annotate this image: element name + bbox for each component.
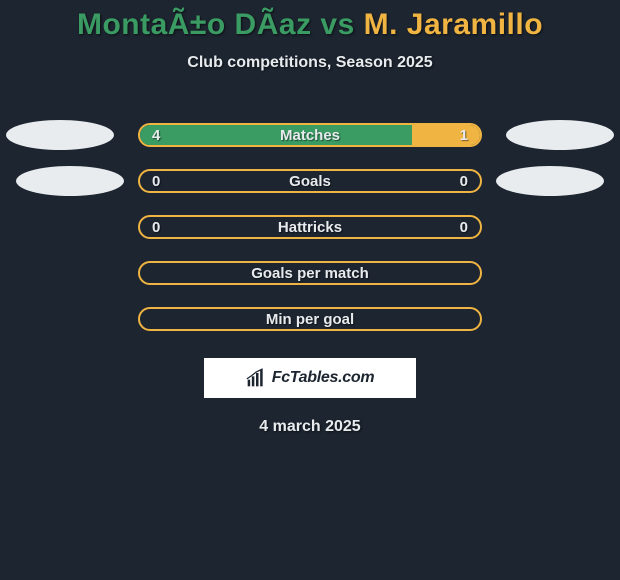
player1-name: MontaÃ±o DÃ­az	[77, 8, 312, 41]
player2-name: M. Jaramillo	[364, 8, 543, 41]
badge-text: FcTables.com	[272, 369, 375, 387]
player1-mark	[6, 120, 114, 150]
player2-mark	[496, 166, 604, 196]
value-player1: 4	[152, 127, 160, 144]
stat-bar: Min per goal	[138, 307, 482, 331]
fill-player2	[412, 125, 480, 145]
stat-label: Goals per match	[251, 265, 369, 282]
stat-bar: 0 0 Hattricks	[138, 215, 482, 239]
stat-label: Goals	[289, 173, 331, 190]
stat-row: Goals per match	[0, 250, 620, 296]
stat-row: 0 0 Goals	[0, 158, 620, 204]
stat-row: 0 0 Hattricks	[0, 204, 620, 250]
stat-rows: 4 1 Matches 0 0 Goals 0 0 Hattricks Goals per mat…	[0, 112, 620, 342]
stat-label: Matches	[280, 127, 340, 144]
chart-icon	[246, 368, 266, 388]
subtitle: Club competitions, Season 2025	[0, 54, 620, 72]
stat-row: 4 1 Matches	[0, 112, 620, 158]
player2-mark	[506, 120, 614, 150]
stat-bar: 4 1 Matches	[138, 123, 482, 147]
stat-label: Hattricks	[278, 219, 342, 236]
date-text: 4 march 2025	[0, 418, 620, 436]
comparison-widget: MontaÃ±o DÃ­az vs M. Jaramillo Club comp…	[0, 0, 620, 580]
stat-bar: 0 0 Goals	[138, 169, 482, 193]
fill-player1	[140, 125, 412, 145]
value-player1: 0	[152, 173, 160, 190]
player1-mark	[16, 166, 124, 196]
stat-row: Min per goal	[0, 296, 620, 342]
page-title: MontaÃ±o DÃ­az vs M. Jaramillo	[0, 8, 620, 42]
value-player2: 0	[460, 219, 468, 236]
stat-label: Min per goal	[266, 311, 354, 328]
vs-text: vs	[320, 8, 354, 41]
value-player2: 0	[460, 173, 468, 190]
stat-bar: Goals per match	[138, 261, 482, 285]
header: MontaÃ±o DÃ­az vs M. Jaramillo Club comp…	[0, 0, 620, 72]
value-player2: 1	[460, 127, 468, 144]
source-badge[interactable]: FcTables.com	[202, 356, 418, 400]
value-player1: 0	[152, 219, 160, 236]
